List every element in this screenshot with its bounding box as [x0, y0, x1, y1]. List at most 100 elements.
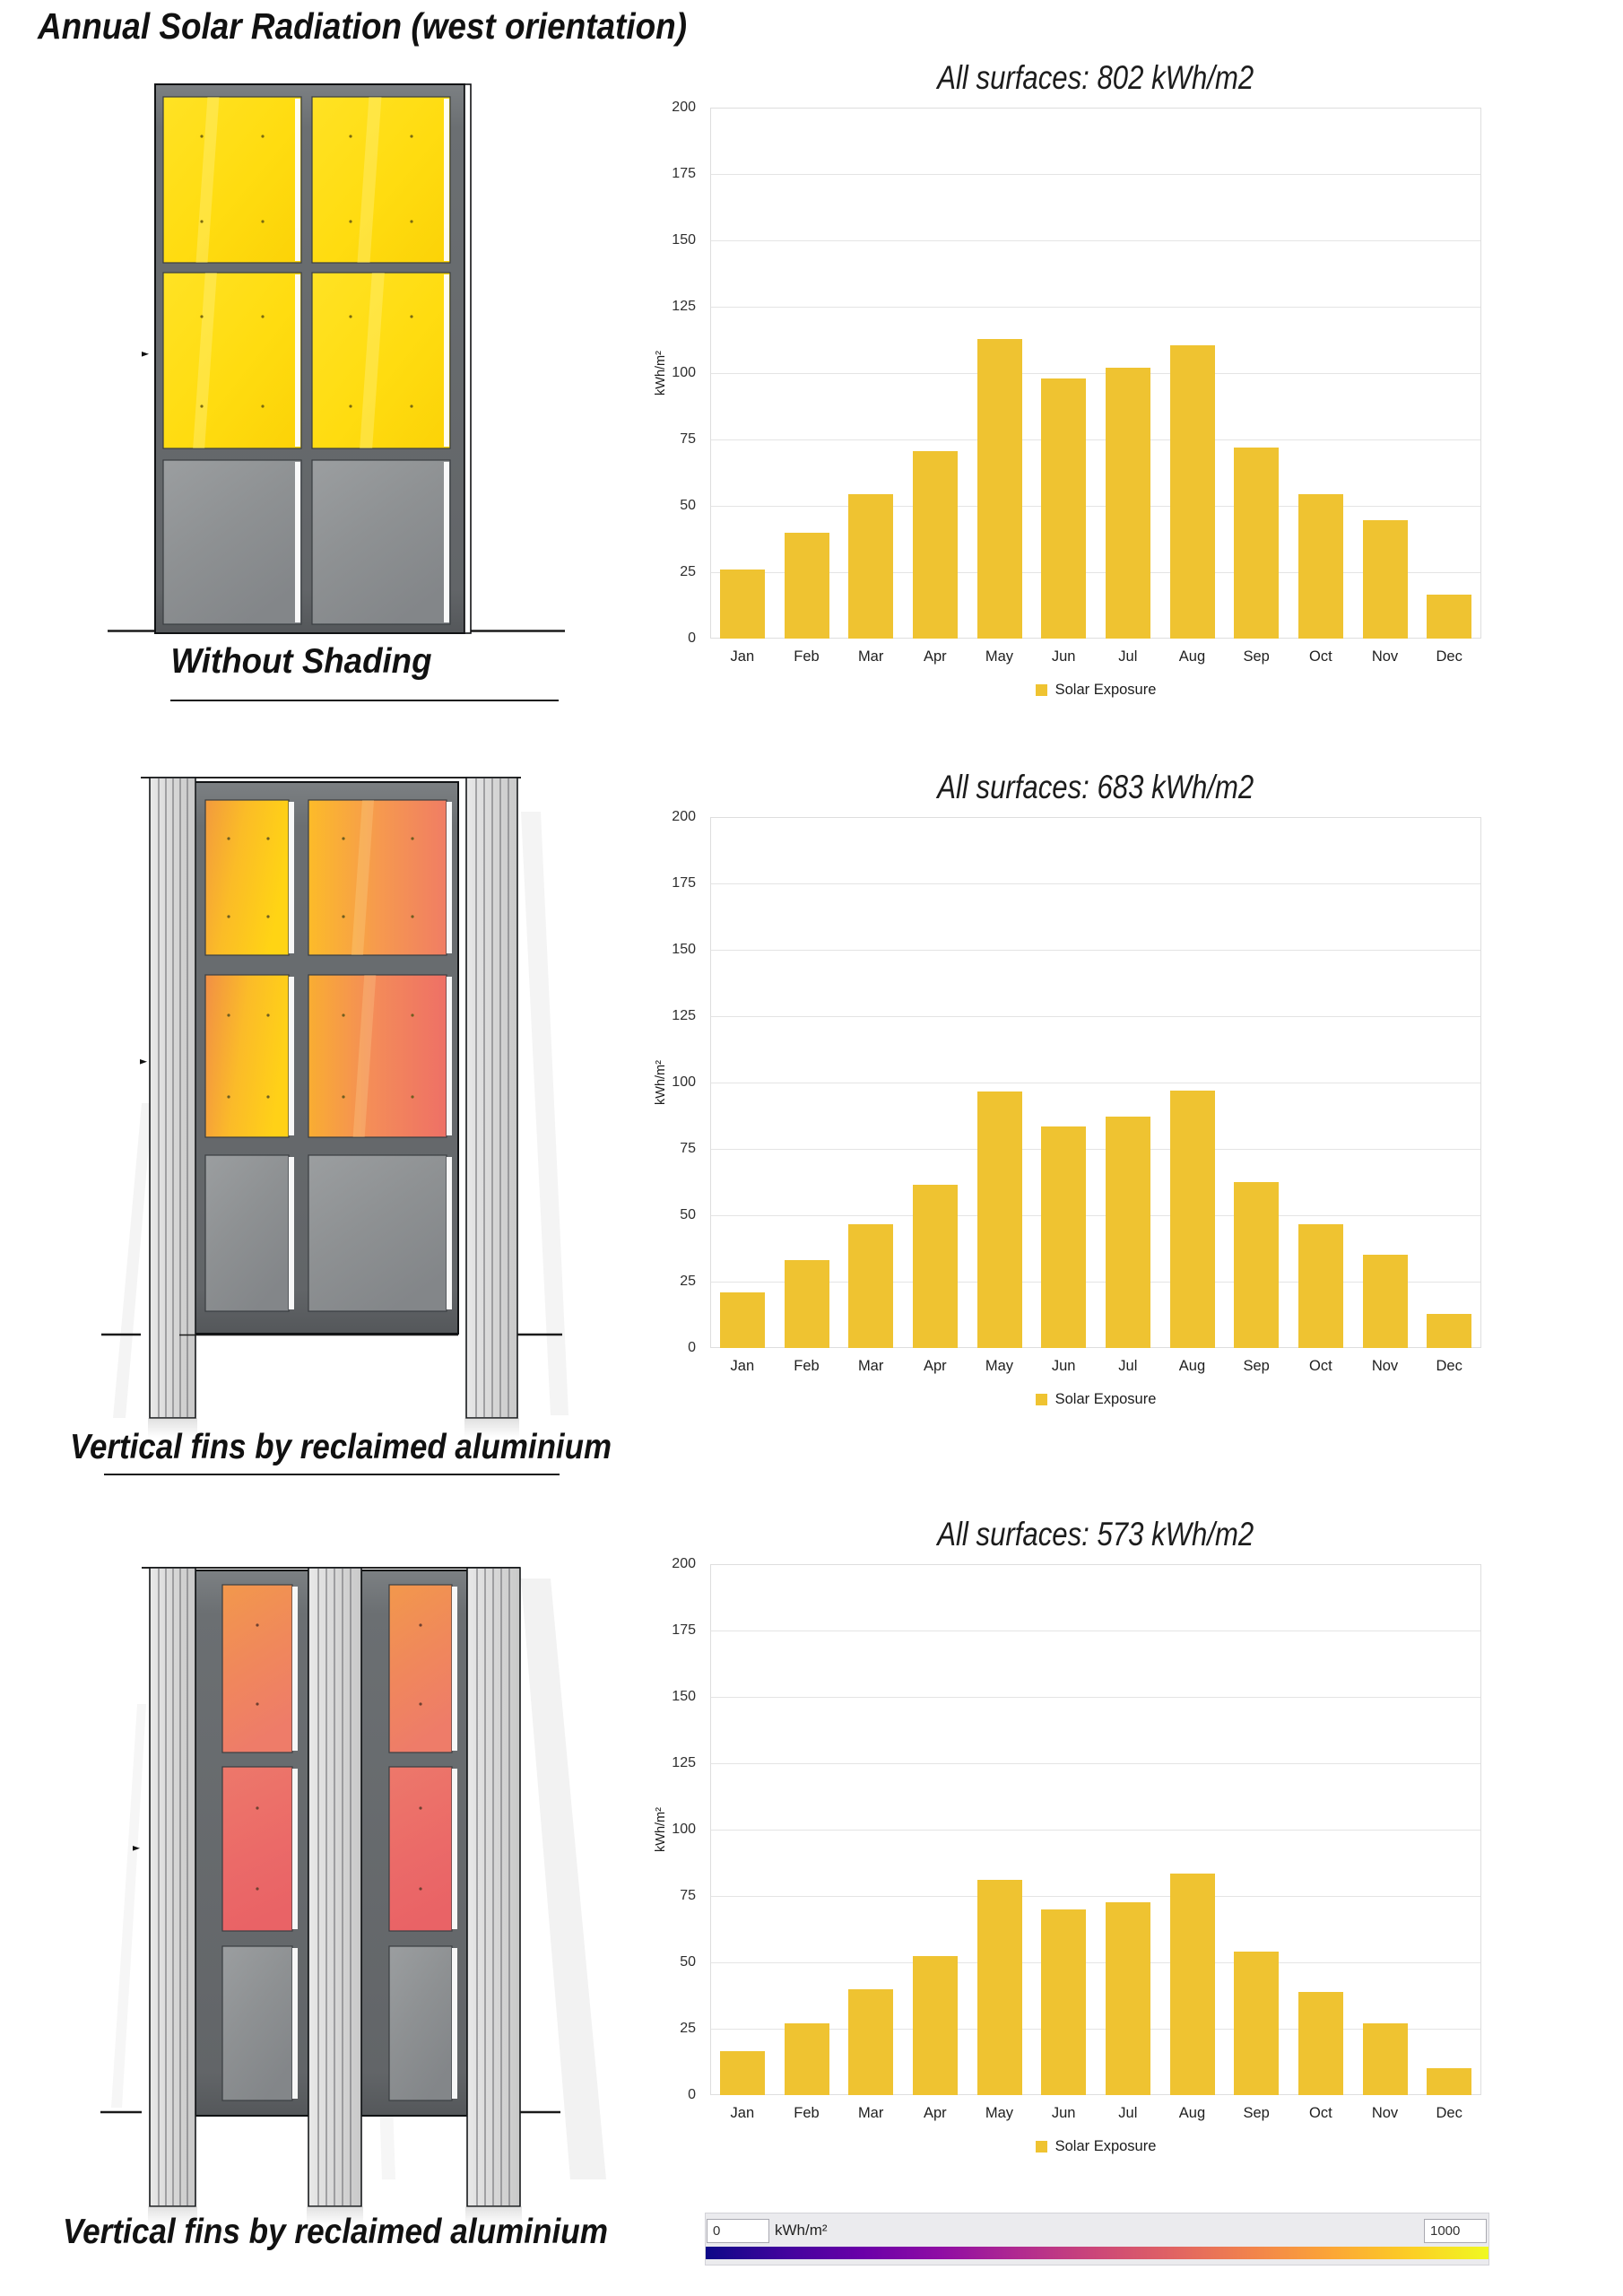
y-tick-label: 150: [672, 232, 696, 248]
gridline: [711, 1148, 1480, 1150]
bar-May: [976, 338, 1022, 639]
vertical-fin: [148, 777, 519, 1438]
gridline: [711, 239, 1480, 241]
bar-May: [976, 1880, 1022, 2095]
legend-swatch: [1035, 2141, 1047, 2152]
chart-title-text: All surfaces: 573 kWh/m2: [937, 1516, 1254, 1552]
facade-caption-text: Vertical fins by reclaimed aluminium: [63, 2213, 608, 2251]
bar-Sep: [1234, 1182, 1280, 1348]
x-tick-label: Aug: [1178, 648, 1206, 665]
gridline: [711, 439, 1480, 440]
bar-Jan: [719, 570, 765, 639]
sample-dots: [200, 135, 413, 408]
level-marker: [133, 1846, 140, 1851]
gridline: [711, 571, 1480, 573]
x-tick-label: Dec: [1436, 648, 1462, 665]
bar-Aug: [1169, 1090, 1215, 1348]
legend-swatch: [1035, 1394, 1047, 1405]
glass-panel: [308, 974, 447, 1138]
y-tick-label: 125: [672, 1755, 696, 1770]
gridline: [711, 505, 1480, 507]
y-tick-label: 50: [680, 498, 696, 513]
y-tick-label: 75: [680, 1888, 696, 1903]
x-tick-label: Jun: [1051, 2105, 1076, 2121]
bar-Mar: [848, 1988, 894, 2095]
bar-Jan: [719, 1292, 765, 1348]
facade-caption-text: Vertical fins by reclaimed aluminium: [70, 1428, 612, 1466]
x-tick-label: Jan: [730, 1358, 755, 1374]
colorbar-min-input[interactable]: [707, 2219, 769, 2243]
bar-Aug: [1169, 344, 1215, 639]
glass-edge-highlight: [289, 802, 452, 1309]
glass-edge-highlight: [292, 1587, 457, 2099]
facade-caption-text: Without Shading: [170, 642, 432, 681]
chart-legend: Solar Exposure: [710, 2138, 1481, 2155]
level-marker: [142, 352, 149, 357]
glass-panel: [162, 96, 302, 264]
x-tick-label: Aug: [1178, 1358, 1206, 1374]
gridline: [711, 173, 1480, 175]
y-tick-label: 150: [672, 942, 696, 957]
x-tick-label: Dec: [1436, 1358, 1462, 1374]
colorbar-unit-label: kWh/m²: [775, 2222, 828, 2239]
chart-title: All surfaces: 683 kWh/m2: [710, 769, 1481, 806]
bar-Feb: [784, 532, 829, 639]
facade-render-three-fins: [100, 1567, 606, 2224]
y-tick-label: 75: [680, 431, 696, 447]
bar-Nov: [1362, 2023, 1408, 2095]
bar-Apr: [912, 451, 958, 639]
facade-caption-two-fins: Vertical fins by reclaimed aluminium: [39, 1428, 644, 1467]
bar-Dec: [1427, 2068, 1472, 2095]
chart-legend: Solar Exposure: [710, 682, 1481, 699]
y-tick-label: 200: [672, 809, 696, 824]
page-title: Annual Solar Radiation (west orientation…: [38, 5, 759, 48]
glass-reflection: [351, 800, 377, 1137]
bar-Mar: [848, 1224, 894, 1348]
glass-reflection: [193, 97, 385, 448]
gridline: [711, 1895, 1480, 1897]
glass-panel: [204, 799, 290, 956]
y-tick-label: 50: [680, 1207, 696, 1222]
bar-Apr: [912, 1955, 958, 2095]
glass-panel: [388, 1584, 453, 1753]
y-tick-label: 100: [672, 1074, 696, 1090]
gridline: [711, 1961, 1480, 1963]
bar-Sep: [1234, 447, 1280, 639]
glass-panel: [388, 1766, 453, 1932]
x-tick-label: Nov: [1371, 2105, 1399, 2121]
y-tick-label: 175: [672, 166, 696, 181]
y-tick-label: 200: [672, 1556, 696, 1571]
y-tick-label: 25: [680, 2021, 696, 2036]
chart-legend: Solar Exposure: [710, 1391, 1481, 1408]
bar-Jun: [1041, 378, 1087, 639]
bar-Jun: [1041, 1909, 1087, 2095]
x-tick-label: Jul: [1118, 648, 1138, 665]
bar-Feb: [784, 2023, 829, 2095]
glass-panel: [308, 799, 447, 956]
bar-Mar: [848, 493, 894, 639]
facade-render-without-shading: [108, 83, 565, 634]
chart-title-text: All surfaces: 802 kWh/m2: [937, 59, 1254, 96]
x-tick-label: Feb: [794, 2105, 820, 2121]
y-tick-label: 50: [680, 1954, 696, 1970]
chart-title: All surfaces: 802 kWh/m2: [710, 59, 1481, 97]
y-tick-label: 75: [680, 1141, 696, 1156]
chart-title: All surfaces: 573 kWh/m2: [710, 1516, 1481, 1553]
facade-caption-without-shading: Without Shading: [162, 642, 439, 682]
x-tick-label: Dec: [1436, 2105, 1462, 2121]
bar-May: [976, 1091, 1022, 1348]
x-tick-label: Nov: [1371, 648, 1399, 665]
y-axis-title: kWh/m²: [654, 1807, 668, 1852]
y-tick-label: 0: [688, 1340, 696, 1355]
x-tick-label: Jun: [1051, 1358, 1076, 1374]
y-tick-label: 125: [672, 299, 696, 314]
facade-caption-three-fins: Vertical fins by reclaimed aluminium: [33, 2213, 638, 2252]
x-tick-label: Mar: [857, 2105, 884, 2121]
y-tick-label: 175: [672, 875, 696, 891]
x-tick-label: Jan: [730, 648, 755, 665]
bar-Nov: [1362, 1255, 1408, 1348]
x-tick-label: Oct: [1308, 648, 1332, 665]
gridline: [711, 949, 1480, 951]
colorbar-max-input[interactable]: [1424, 2219, 1487, 2243]
